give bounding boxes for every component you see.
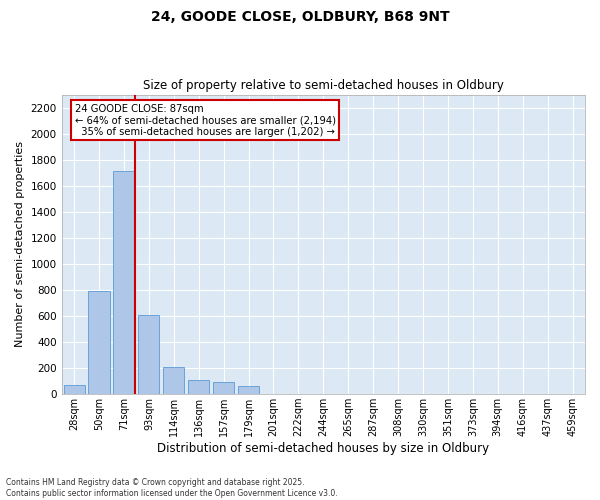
- Y-axis label: Number of semi-detached properties: Number of semi-detached properties: [15, 142, 25, 348]
- Bar: [113, 172, 134, 394]
- Bar: [213, 382, 234, 394]
- Bar: [238, 386, 259, 394]
- Text: 24 GOODE CLOSE: 87sqm
← 64% of semi-detached houses are smaller (2,194)
  35% of: 24 GOODE CLOSE: 87sqm ← 64% of semi-deta…: [75, 104, 336, 136]
- Bar: [163, 367, 184, 394]
- Bar: [138, 314, 160, 394]
- Bar: [88, 292, 110, 394]
- Title: Size of property relative to semi-detached houses in Oldbury: Size of property relative to semi-detach…: [143, 79, 504, 92]
- Text: Contains HM Land Registry data © Crown copyright and database right 2025.
Contai: Contains HM Land Registry data © Crown c…: [6, 478, 338, 498]
- Bar: [64, 385, 85, 394]
- Bar: [188, 380, 209, 394]
- X-axis label: Distribution of semi-detached houses by size in Oldbury: Distribution of semi-detached houses by …: [157, 442, 490, 455]
- Text: 24, GOODE CLOSE, OLDBURY, B68 9NT: 24, GOODE CLOSE, OLDBURY, B68 9NT: [151, 10, 449, 24]
